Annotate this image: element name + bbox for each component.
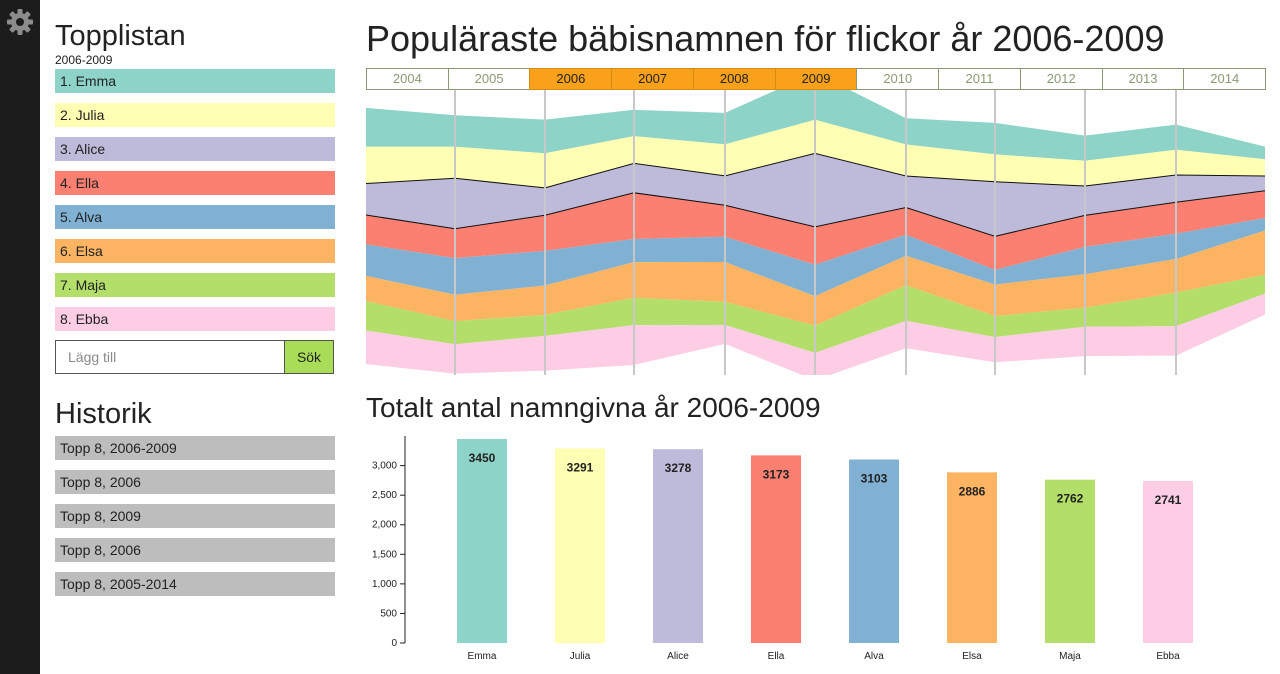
year-selector: 2004 2005 2006 2007 2008 2009 2010 2011 2012 2013… xyxy=(366,68,1267,90)
bar-value-label: 3173 xyxy=(763,467,790,481)
stream-layer-elsa[interactable] xyxy=(366,230,1265,326)
stream-layer-ebba[interactable] xyxy=(366,293,1265,375)
history-item[interactable]: Topp 8, 2006-2009 xyxy=(55,436,335,460)
y-tick-label: 0 xyxy=(391,638,397,649)
stream-chart xyxy=(366,90,1265,375)
history-list: Topp 8, 2006-2009 Topp 8, 2006 Topp 8, 200… xyxy=(55,436,335,596)
bar-chart: 0 500 1,000 1,500 2,000 2,500 3,000 3450 Emma 329… xyxy=(372,436,1193,662)
year-button-2004[interactable]: 2004 xyxy=(366,68,449,90)
name-item[interactable]: 7. Maja xyxy=(55,273,335,297)
history-item[interactable]: Topp 8, 2006 xyxy=(55,470,335,494)
year-button-2009[interactable]: 2009 xyxy=(774,68,858,90)
year-button-2010[interactable]: 2010 xyxy=(856,68,940,90)
year-button-2011[interactable]: 2011 xyxy=(938,68,1021,90)
x-tick-label: Maja xyxy=(1059,651,1081,662)
historik-title: Historik xyxy=(55,398,152,430)
bar-value-label: 3450 xyxy=(469,451,496,465)
bar-alva[interactable] xyxy=(849,459,899,643)
bar-value-label: 2886 xyxy=(959,484,986,498)
year-button-2005[interactable]: 2005 xyxy=(447,68,531,90)
x-tick-label: Elsa xyxy=(962,651,982,662)
bar-emma[interactable] xyxy=(457,439,507,643)
topplistan-subtitle: 2006-2009 xyxy=(55,53,113,67)
x-tick-label: Ella xyxy=(768,651,785,662)
search-row: Sök xyxy=(55,340,335,374)
page-title: Populäraste bäbisnamnen för flickor år 2… xyxy=(366,18,1165,59)
bar-julia[interactable] xyxy=(555,448,605,643)
history-item[interactable]: Topp 8, 2006 xyxy=(55,538,335,562)
topplistan-title: Topplistan xyxy=(55,20,186,52)
year-button-2008[interactable]: 2008 xyxy=(692,68,776,90)
bar-value-label: 3103 xyxy=(861,472,888,486)
x-tick-label: Julia xyxy=(570,651,591,662)
topplistan-panel: Topplistan 2006-2009 1. Emma 2. Julia 3. A… xyxy=(55,18,335,374)
x-tick-label: Ebba xyxy=(1156,651,1180,662)
name-item[interactable]: 6. Elsa xyxy=(55,239,335,263)
bar-maja[interactable] xyxy=(1045,479,1095,643)
year-button-2014[interactable]: 2014 xyxy=(1183,68,1267,90)
search-button[interactable]: Sök xyxy=(285,340,334,374)
x-tick-label: Emma xyxy=(468,651,497,662)
y-tick-label: 500 xyxy=(380,608,397,619)
history-item[interactable]: Topp 8, 2009 xyxy=(55,504,335,528)
bar-value-label: 2762 xyxy=(1057,492,1084,506)
bar-elsa[interactable] xyxy=(947,472,997,643)
name-item[interactable]: 5. Alva xyxy=(55,205,335,229)
year-button-2013[interactable]: 2013 xyxy=(1101,68,1185,90)
y-tick-label: 2,000 xyxy=(372,520,397,531)
history-item[interactable]: Topp 8, 2005-2014 xyxy=(55,572,335,596)
bar-alice[interactable] xyxy=(653,449,703,643)
bar-value-label: 3278 xyxy=(665,461,692,475)
name-item[interactable]: 1. Emma xyxy=(55,69,335,93)
y-tick-label: 1,500 xyxy=(372,549,397,560)
bar-ebba[interactable] xyxy=(1143,480,1193,643)
historik-panel: Historik Topp 8, 2006-2009 Topp 8, 2006 To… xyxy=(55,396,335,606)
y-tick-label: 2,500 xyxy=(372,490,397,501)
dark-sidebar xyxy=(0,0,40,674)
name-item[interactable]: 3. Alice xyxy=(55,137,335,161)
y-tick-label: 1,000 xyxy=(372,579,397,590)
bar-value-label: 3291 xyxy=(567,460,594,474)
year-button-2007[interactable]: 2007 xyxy=(611,68,694,90)
name-item[interactable]: 4. Ella xyxy=(55,171,335,195)
bar-value-label: 2741 xyxy=(1155,493,1182,507)
x-tick-label: Alva xyxy=(864,651,884,662)
stream-layer-julia[interactable] xyxy=(366,119,1265,188)
bar-chart-title: Totalt antal namngivna år 2006-2009 xyxy=(366,392,821,423)
name-list: 1. Emma 2. Julia 3. Alice 4. Ella 5. Alva 6. … xyxy=(55,69,335,331)
add-name-input[interactable] xyxy=(55,340,285,374)
gear-icon[interactable] xyxy=(6,8,34,36)
bar-ella[interactable] xyxy=(751,455,801,643)
x-tick-label: Alice xyxy=(667,651,689,662)
y-tick-label: 3,000 xyxy=(372,461,397,472)
year-button-2006[interactable]: 2006 xyxy=(529,68,613,90)
stream-layer-alva[interactable] xyxy=(366,218,1265,297)
name-item[interactable]: 2. Julia xyxy=(55,103,335,127)
name-item[interactable]: 8. Ebba xyxy=(55,307,335,331)
stream-layer-emma[interactable] xyxy=(366,90,1265,161)
year-button-2012[interactable]: 2012 xyxy=(1019,68,1103,90)
